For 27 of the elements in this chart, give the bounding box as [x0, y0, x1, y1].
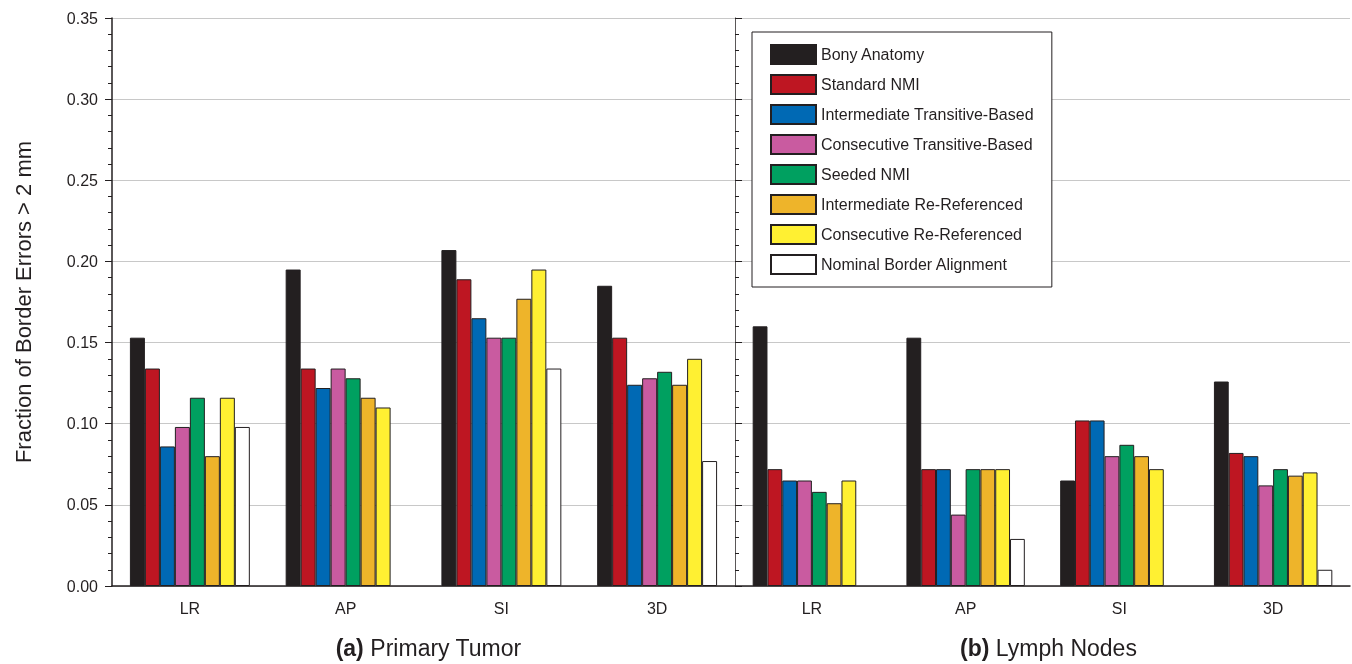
x-tick-label: AP	[954, 599, 977, 617]
y-tick-label: 0.20	[66, 252, 99, 270]
x-tick-label: LR	[801, 599, 823, 617]
x-axis-title: (a) Primary Tumor	[335, 634, 522, 661]
legend-label: Nominal Border Alignment	[821, 256, 1008, 273]
x-tick-label: 3D	[1262, 599, 1284, 617]
x-tick-label: SI	[1111, 599, 1127, 617]
legend-label: Seeded NMI	[821, 166, 910, 183]
y-tick-label: 0.25	[66, 171, 99, 189]
legend-label: Consecutive Re-Referenced	[821, 226, 1022, 243]
x-tick-label: SI	[493, 599, 509, 617]
y-tick-label: 0.15	[66, 334, 99, 352]
x-tick-label: 3D	[646, 599, 668, 617]
y-tick-label: 0.00	[66, 577, 99, 595]
legend-label: Intermediate Transitive-Based	[821, 106, 1034, 123]
y-tick-label: 0.35	[66, 9, 99, 27]
y-tick-label: 0.10	[66, 415, 99, 433]
x-tick-label: LR	[179, 599, 201, 617]
y-tick-label: 0.30	[66, 90, 99, 108]
legend-label: Consecutive Transitive-Based	[821, 136, 1033, 153]
legend-label: Standard NMI	[821, 76, 920, 93]
legend-label: Bony Anatomy	[821, 46, 925, 63]
legend-label: Intermediate Re-Referenced	[821, 196, 1023, 213]
x-axis-title: (b) Lymph Nodes	[960, 634, 1137, 661]
y-axis-title: Fraction of Border Errors > 2 mm	[10, 140, 36, 464]
x-tick-label: AP	[334, 599, 357, 617]
y-tick-label: 0.05	[66, 496, 99, 514]
